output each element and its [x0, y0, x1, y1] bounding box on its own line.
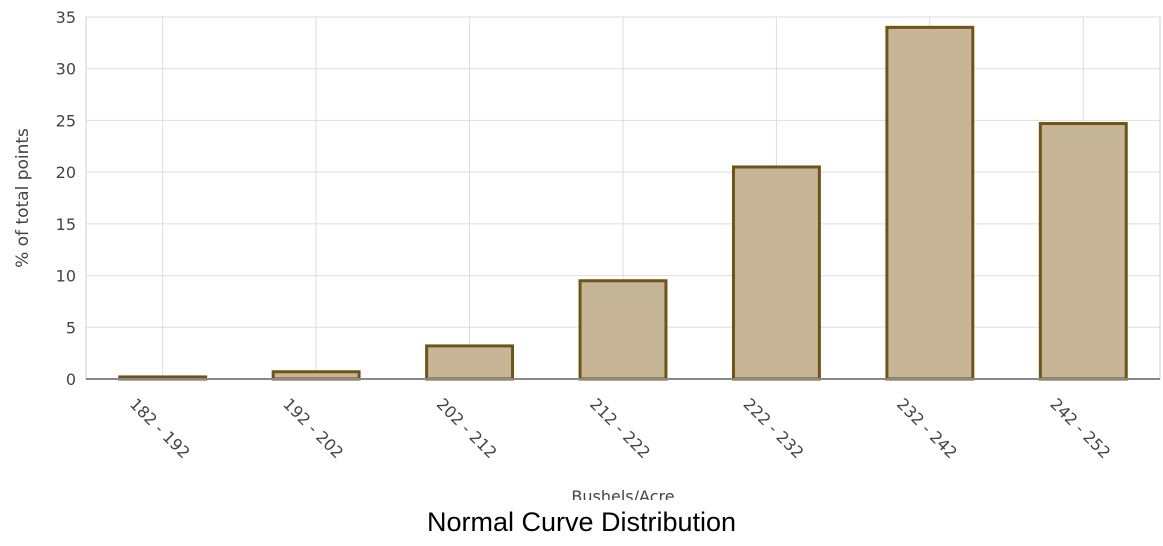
- y-tick-label: 10: [56, 267, 76, 286]
- x-tick-label: 232 - 242: [893, 394, 961, 462]
- bar-chart-svg: 0 5 10 15 20 25 30 35 182 - 192 192 - 202 202 - 21…: [13, 8, 1161, 506]
- bar-232-242[interactable]: [885, 25, 975, 381]
- x-tick-label: 212 - 222: [586, 394, 654, 462]
- chart-caption: Normal Curve Distribution: [426, 507, 737, 537]
- y-tick-label: 0: [66, 370, 76, 389]
- y-tick-label: 20: [56, 163, 76, 182]
- x-tick-label: 222 - 232: [740, 394, 808, 462]
- bar-212-222[interactable]: [578, 279, 668, 381]
- bar-242-252[interactable]: [1038, 122, 1128, 381]
- bars-layer: [118, 25, 1128, 381]
- x-tick-label: 242 - 252: [1046, 394, 1114, 462]
- y-tick-label: 35: [56, 8, 76, 27]
- y-tick-label: 5: [66, 318, 76, 337]
- bar-222-232[interactable]: [731, 165, 821, 381]
- bar-192-202[interactable]: [271, 370, 361, 381]
- y-tick-label: 30: [56, 60, 76, 79]
- bar-202-212[interactable]: [425, 344, 515, 381]
- x-tick-label: 202 - 212: [433, 394, 501, 462]
- y-tick-label: 25: [56, 111, 76, 130]
- x-tick-label: 182 - 192: [126, 394, 194, 462]
- y-tick-label: 15: [56, 215, 76, 234]
- y-axis-title: % of total points: [13, 128, 33, 268]
- x-tick-label: 192 - 202: [279, 394, 347, 462]
- x-axis-title: Bushels/Acre: [571, 487, 674, 500]
